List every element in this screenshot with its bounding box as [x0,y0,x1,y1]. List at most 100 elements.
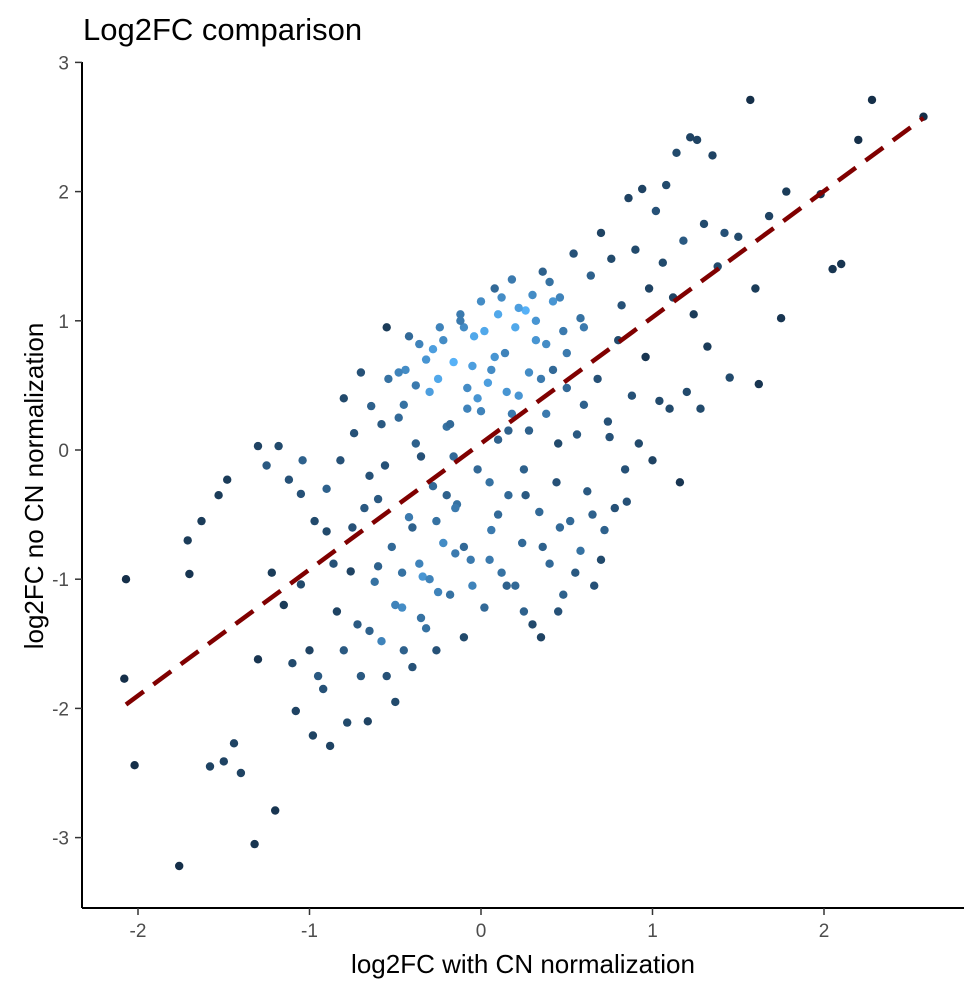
data-point [521,491,530,500]
data-point [421,624,431,633]
data-point [267,568,276,577]
data-point [435,323,444,332]
data-point [445,420,455,429]
chart-title: Log2FC comparison [83,12,362,47]
data-point [473,465,482,474]
data-point [468,361,477,371]
data-point [365,471,374,480]
data-point [480,603,489,612]
data-point [408,662,417,672]
data-point [449,357,458,367]
data-point [655,396,664,406]
data-point [296,580,306,589]
data-point [404,332,414,341]
data-point [253,655,263,664]
data-point [483,378,493,387]
x-axis-ticks: -2 -1 0 1 2 [130,908,829,942]
data-point [432,516,441,526]
data-point [746,95,755,105]
y-tick-label: 3 [58,53,69,74]
data-point [596,228,606,238]
data-point [121,575,131,584]
data-point [425,387,434,397]
data-point [708,151,717,160]
data-point [507,409,517,418]
data-point [648,456,657,465]
data-point [397,603,407,612]
data-point [675,478,685,487]
y-tick-label: 0 [58,441,69,462]
data-point [504,426,513,435]
data-point [504,491,513,500]
data-point [271,806,280,815]
data-point [562,348,571,358]
data-point [223,475,232,484]
x-tick-label: 1 [647,921,658,942]
data-point [463,383,472,393]
data-point [183,536,192,545]
data-point [343,718,352,727]
data-point [356,368,366,377]
data-point [502,387,511,397]
data-point [588,510,597,519]
y-tick-label: 1 [58,312,69,333]
data-point [782,187,791,196]
data-point [421,355,431,364]
x-axis-title: log2FC with CN normalization [351,949,695,979]
data-point [528,620,537,629]
data-point [473,394,482,403]
data-point [377,420,386,429]
data-point [279,600,288,610]
data-point [644,284,654,293]
data-point [500,348,510,358]
data-point [391,697,400,707]
data-point [476,407,486,416]
data-point [456,310,465,319]
data-point [445,590,455,599]
data-point [493,435,503,444]
data-point [699,219,709,229]
data-point [401,365,410,375]
y-tick-label: -3 [52,829,69,850]
data-point [854,135,863,145]
data-point [624,193,633,203]
data-point [524,368,534,377]
data-point [456,316,465,325]
data-point [487,525,496,535]
data-point [433,587,443,597]
data-point [596,555,606,564]
data-point [298,456,307,465]
data-point [219,757,228,766]
data-point [720,228,729,238]
data-point [459,542,469,552]
data-point [545,277,554,287]
data-point [236,768,246,778]
data-point [397,568,407,577]
data-point [346,567,355,576]
data-point [487,365,496,375]
trend-layer [124,116,925,707]
data-point [692,135,702,145]
data-point [610,503,619,513]
data-point [586,271,595,280]
data-point [511,581,520,590]
data-point [493,510,503,519]
data-point [662,180,671,190]
data-point [607,254,616,263]
data-point [411,381,420,390]
data-point [339,646,348,655]
data-point [490,352,499,362]
data-point [325,741,335,751]
data-point [631,245,640,254]
data-point [536,374,546,384]
data-point [468,581,477,590]
data-point [185,569,194,579]
data-point [620,465,630,474]
data-point [442,491,451,500]
data-point [339,394,348,403]
data-point [555,293,565,302]
data-point [284,475,294,484]
data-point [511,323,520,332]
data-point [572,430,582,439]
